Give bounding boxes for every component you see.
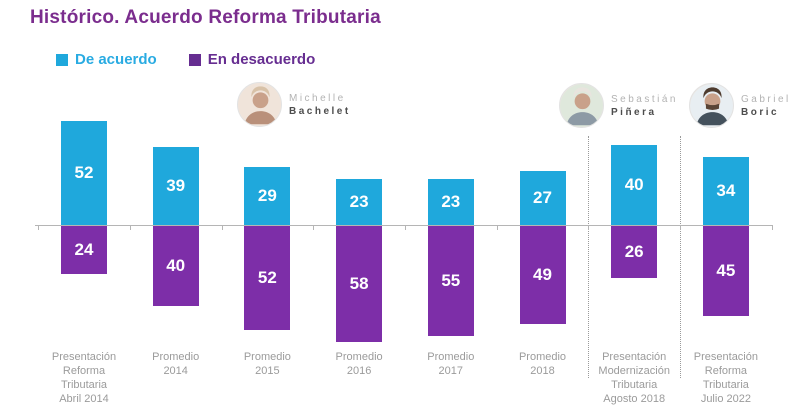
category-label: Promedio 2018 [518, 351, 567, 377]
legend-label-disagree: En desacuerdo [207, 51, 316, 68]
president-first-name: Gabriel [741, 93, 791, 105]
axis-tick [588, 226, 590, 230]
president-last-name: Boric [741, 106, 780, 118]
legend-swatch-agree-icon [56, 53, 68, 66]
legend-item-disagree: En desacuerdo [188, 51, 316, 68]
president-last-name: Piñera [611, 106, 657, 118]
axis-tick [404, 226, 406, 230]
page-title: Histórico. Acuerdo Reforma Tributaria [30, 7, 381, 28]
bar-agree: 29 [244, 167, 291, 225]
bar-disagree: 52 [244, 226, 291, 330]
bar-agree: 27 [519, 171, 566, 225]
category-label: Presentación Reforma Tributaria Abril 20… [51, 351, 117, 405]
category-label: Promedio 2017 [427, 351, 475, 377]
avatar-bachelet-icon [237, 82, 282, 127]
axis-tick [680, 226, 681, 230]
bar-agree: 34 [702, 157, 749, 225]
axis-tick [496, 226, 498, 230]
axis-tick [221, 226, 223, 230]
axis-tick [313, 226, 315, 230]
bar-disagree: 24 [61, 226, 107, 274]
bar-disagree: 45 [702, 226, 749, 316]
legend-swatch-disagree-icon [188, 53, 201, 66]
axis-tick [38, 226, 40, 230]
bar-agree: 52 [61, 121, 107, 225]
section-separator-line [680, 136, 682, 378]
bar-agree: 23 [336, 179, 383, 225]
president-last-name: Bachelet [289, 105, 351, 117]
bar-disagree: 58 [336, 226, 383, 342]
president-pinera: Sebastián Piñera [559, 83, 678, 128]
bar-agree: 23 [427, 179, 474, 225]
axis-tick [771, 226, 773, 230]
legend-item-agree: De acuerdo [56, 51, 157, 68]
bar-disagree: 40 [152, 226, 199, 306]
avatar-boric-icon [689, 83, 734, 128]
bar-agree: 40 [611, 145, 658, 225]
bar-disagree: 49 [519, 226, 566, 324]
category-label: Presentación Reforma Tributaria Julio 20… [693, 351, 758, 405]
category-label: Promedio 2016 [335, 351, 383, 377]
president-boric: Gabriel Boric [689, 83, 791, 128]
category-label: Presentación Modernización Tributaria Ag… [598, 351, 670, 405]
legend: De acuerdo En desacuerdo [56, 51, 315, 68]
legend-label-agree: De acuerdo [75, 51, 157, 68]
bar-disagree: 55 [427, 226, 474, 336]
president-first-name: Michelle [289, 92, 346, 104]
category-label: Promedio 2014 [152, 351, 200, 377]
avatar-pinera-icon [559, 83, 604, 128]
bar-disagree: 26 [611, 226, 658, 278]
axis-baseline [35, 225, 773, 226]
section-separator-line [588, 136, 590, 378]
axis-tick [129, 226, 131, 230]
category-label: Promedio 2015 [243, 351, 291, 377]
president-bachelet: Michelle Bachelet [237, 82, 351, 127]
president-first-name: Sebastián [611, 93, 678, 105]
bar-agree: 39 [152, 147, 199, 225]
